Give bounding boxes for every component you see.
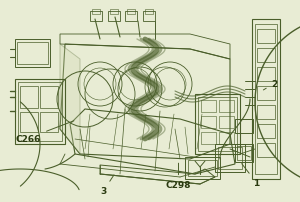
Bar — [20, 113, 38, 132]
Bar — [257, 124, 275, 138]
Bar — [18, 83, 62, 141]
Bar — [257, 105, 275, 119]
Bar — [219, 101, 234, 113]
Bar — [15, 80, 65, 144]
Bar — [90, 12, 102, 22]
Bar — [110, 10, 118, 15]
Bar — [257, 49, 275, 63]
Bar — [40, 87, 58, 108]
Bar — [219, 132, 234, 144]
Bar — [257, 68, 275, 82]
Text: 2: 2 — [263, 79, 278, 90]
Bar — [237, 146, 251, 160]
Bar — [201, 101, 216, 113]
Bar — [188, 160, 217, 176]
Bar — [40, 113, 58, 132]
Bar — [252, 20, 280, 179]
Bar — [215, 144, 245, 172]
Bar — [185, 157, 220, 179]
Bar — [17, 43, 48, 65]
Bar — [257, 143, 275, 157]
Text: 3: 3 — [100, 175, 114, 195]
Bar — [145, 10, 153, 15]
Bar — [125, 12, 137, 22]
Bar — [127, 10, 135, 15]
Bar — [15, 40, 50, 68]
Bar — [255, 25, 277, 174]
Bar — [108, 12, 120, 22]
Bar — [143, 12, 155, 22]
Bar — [257, 87, 275, 101]
Bar — [201, 116, 216, 128]
Text: C298: C298 — [166, 163, 191, 189]
Text: 1: 1 — [242, 164, 260, 187]
Text: C266: C266 — [16, 121, 74, 143]
Bar — [92, 10, 100, 15]
Bar — [257, 30, 275, 44]
Bar — [235, 119, 253, 133]
Bar — [201, 132, 216, 144]
Bar — [20, 87, 38, 108]
Bar — [218, 147, 242, 169]
Bar — [235, 144, 253, 162]
Bar — [198, 98, 237, 151]
Polygon shape — [60, 45, 80, 154]
Bar — [219, 116, 234, 128]
Bar — [195, 95, 240, 154]
